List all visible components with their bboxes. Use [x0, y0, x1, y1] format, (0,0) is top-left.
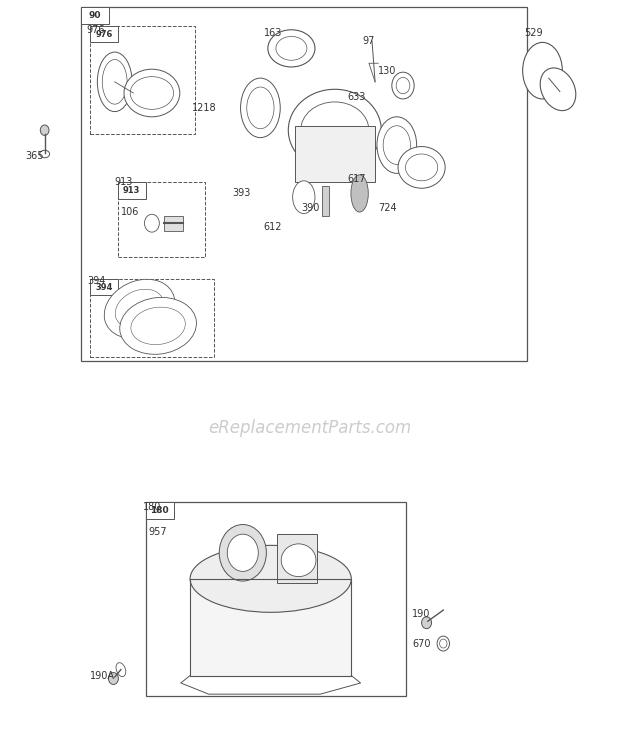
Text: 529: 529 — [524, 28, 542, 39]
Ellipse shape — [540, 68, 576, 111]
Circle shape — [219, 525, 267, 581]
Ellipse shape — [383, 126, 410, 164]
Text: 1218: 1218 — [192, 103, 217, 113]
Bar — [90, 26, 118, 42]
Circle shape — [422, 617, 432, 629]
Text: 130: 130 — [378, 65, 397, 76]
Ellipse shape — [97, 52, 132, 112]
Bar — [90, 279, 214, 357]
Ellipse shape — [398, 147, 445, 188]
Text: 90: 90 — [88, 11, 101, 20]
Text: 390: 390 — [301, 203, 319, 214]
Ellipse shape — [351, 175, 368, 212]
Text: eReplacementParts.com: eReplacementParts.com — [208, 419, 412, 437]
Text: 724: 724 — [378, 203, 397, 214]
Circle shape — [228, 534, 259, 571]
Ellipse shape — [102, 60, 127, 104]
Text: 190: 190 — [412, 609, 431, 619]
Text: 394: 394 — [95, 283, 113, 292]
Bar — [277, 534, 317, 583]
Bar — [90, 26, 195, 134]
Text: 913: 913 — [123, 186, 141, 195]
Ellipse shape — [288, 89, 381, 171]
Text: 365: 365 — [25, 151, 43, 161]
Text: 97: 97 — [363, 36, 375, 46]
Text: 393: 393 — [232, 188, 251, 199]
Text: 180: 180 — [143, 502, 161, 513]
Text: 163: 163 — [264, 28, 282, 39]
Text: 190A: 190A — [90, 670, 115, 681]
Circle shape — [144, 214, 159, 232]
Ellipse shape — [40, 150, 50, 158]
Bar — [90, 279, 118, 295]
Ellipse shape — [247, 87, 274, 129]
Ellipse shape — [131, 307, 185, 344]
Ellipse shape — [190, 545, 352, 612]
Ellipse shape — [241, 78, 280, 138]
Ellipse shape — [116, 663, 126, 676]
Ellipse shape — [281, 544, 316, 577]
Text: 180: 180 — [150, 506, 169, 515]
Circle shape — [392, 72, 414, 99]
Bar — [118, 182, 146, 199]
Bar — [81, 7, 108, 24]
Ellipse shape — [293, 181, 315, 214]
Bar — [294, 126, 375, 182]
Text: 976: 976 — [87, 25, 105, 35]
Ellipse shape — [276, 36, 307, 60]
Ellipse shape — [523, 42, 562, 99]
Circle shape — [40, 125, 49, 135]
Bar — [118, 182, 205, 257]
Ellipse shape — [104, 279, 175, 339]
Circle shape — [396, 77, 410, 94]
Bar — [322, 186, 329, 216]
Ellipse shape — [405, 154, 438, 181]
Text: 612: 612 — [264, 222, 282, 232]
Ellipse shape — [377, 117, 417, 173]
Ellipse shape — [268, 30, 315, 67]
Text: 913: 913 — [115, 177, 133, 187]
Text: 633: 633 — [347, 92, 366, 102]
Bar — [81, 7, 527, 361]
Circle shape — [437, 636, 450, 651]
Text: 394: 394 — [87, 276, 105, 286]
Circle shape — [108, 673, 118, 684]
Text: 106: 106 — [121, 207, 140, 217]
Circle shape — [440, 639, 447, 648]
Text: 670: 670 — [412, 638, 431, 649]
Ellipse shape — [124, 69, 180, 117]
Bar — [146, 502, 174, 519]
Polygon shape — [190, 579, 352, 676]
Bar — [146, 502, 406, 696]
Ellipse shape — [115, 289, 164, 328]
Ellipse shape — [130, 77, 174, 109]
Text: 957: 957 — [149, 527, 167, 537]
Text: 976: 976 — [95, 30, 113, 39]
Bar — [164, 216, 183, 231]
Ellipse shape — [120, 298, 197, 354]
Text: 617: 617 — [347, 173, 366, 184]
Ellipse shape — [301, 102, 369, 158]
